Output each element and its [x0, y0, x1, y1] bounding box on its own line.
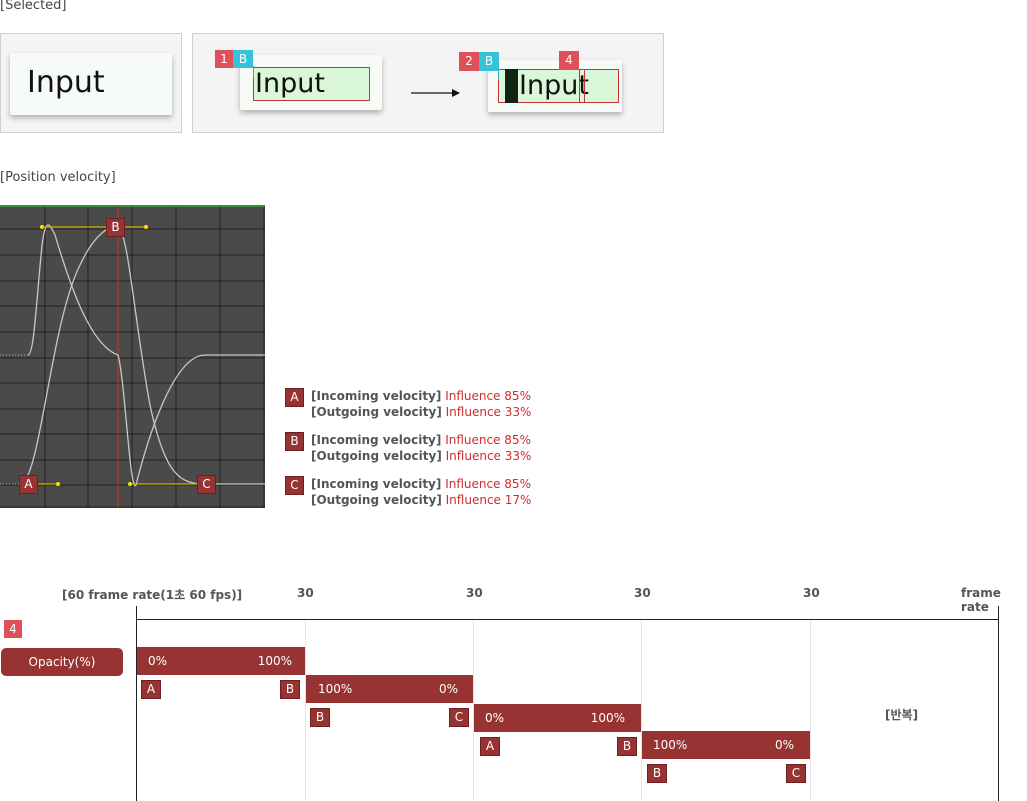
segment-to-marker: C [786, 764, 806, 783]
input-selected-label: Input [255, 68, 325, 99]
timeline-end-line [998, 606, 999, 801]
segment-end-value: 0% [438, 682, 458, 696]
position-velocity-title: [Position velocity] [0, 170, 116, 185]
legend-key: C [285, 476, 304, 495]
outgoing-label: [Outgoing velocity] [311, 493, 442, 507]
input-highlight-box: Input [253, 67, 370, 101]
segment-start-value: 0% [148, 654, 168, 668]
input-editing-label: Input [519, 70, 589, 101]
segment-start-value: 0% [485, 711, 505, 725]
input-editing-highlight [498, 69, 619, 103]
step-badge-4: 4 [559, 51, 579, 70]
selected-section-title: [Selected] [0, 0, 67, 13]
timeline-tick: 30 [297, 586, 314, 600]
input-default-card: Input [10, 53, 172, 115]
timeline-tick: 30 [634, 586, 651, 600]
repeat-label: [반복] [885, 708, 919, 722]
graph-marker-c: C [197, 475, 216, 494]
segment-to-marker: C [449, 708, 469, 727]
segment-start-value: 100% [318, 682, 353, 696]
input-default-panel: Input [0, 33, 182, 133]
opacity-segment-3[interactable]: 0% 100% [474, 704, 641, 732]
incoming-label: [Incoming velocity] [311, 477, 442, 491]
segment-to-marker: B [280, 680, 300, 699]
step-badge-2: 2 [459, 52, 479, 71]
segment-end-value: 100% [257, 654, 292, 668]
outgoing-label: [Outgoing velocity] [311, 449, 442, 463]
opacity-track-label[interactable]: Opacity(%) [1, 648, 123, 676]
graph-marker-a: A [19, 475, 38, 494]
input-default-label: Input [27, 65, 105, 100]
timeline-header-left: [60 frame rate(1초 60 fps)] [62, 588, 243, 602]
step-badge-1: 1 [215, 50, 233, 68]
timeline-tick: 30 [803, 586, 820, 600]
segment-to-marker: B [617, 737, 637, 756]
timeline-header-right: frame rate [961, 586, 1001, 614]
transition-arrow-icon [411, 89, 460, 97]
timeline-gridline [641, 620, 642, 801]
incoming-value: Influence 85% [445, 389, 531, 403]
caret-marker [253, 66, 254, 78]
segment-from-marker: A [141, 680, 161, 699]
segment-from-marker: B [647, 764, 667, 783]
opacity-segment-2[interactable]: 100% 0% [306, 675, 473, 703]
timeline-step-badge: 4 [4, 620, 22, 638]
incoming-label: [Incoming velocity] [311, 389, 442, 403]
caret-marker-2 [498, 68, 499, 80]
incoming-label: [Incoming velocity] [311, 433, 442, 447]
timeline-gridline [810, 620, 811, 801]
segment-end-value: 0% [774, 738, 794, 752]
incoming-value: Influence 85% [445, 477, 531, 491]
timeline-gridline [305, 620, 306, 801]
step-badge-b-2: B [479, 52, 499, 71]
timeline-tick: 30 [466, 586, 483, 600]
outgoing-value: Influence 33% [445, 449, 532, 463]
velocity-graph [0, 205, 265, 508]
legend-key: B [285, 432, 304, 451]
opacity-segment-1[interactable]: 0% 100% [137, 647, 305, 675]
step-badge-b: B [233, 50, 253, 68]
selection-end-marker [579, 69, 585, 103]
incoming-value: Influence 85% [445, 433, 531, 447]
segment-from-marker: B [310, 708, 330, 727]
timeline-start-line [136, 606, 137, 801]
outgoing-value: Influence 33% [445, 405, 532, 419]
timeline-gridline [473, 620, 474, 801]
legend-key: A [285, 388, 304, 407]
outgoing-label: [Outgoing velocity] [311, 405, 442, 419]
opacity-segment-4[interactable]: 100% 0% [642, 731, 810, 759]
timeline-axis [136, 619, 999, 620]
input-selected-panel: Input 1 B Input 2 B 4 [192, 33, 664, 133]
segment-end-value: 100% [590, 711, 625, 725]
text-cursor-block [505, 69, 518, 103]
segment-from-marker: A [480, 737, 500, 756]
outgoing-value: Influence 17% [445, 493, 532, 507]
segment-start-value: 100% [653, 738, 688, 752]
graph-marker-b: B [106, 218, 125, 237]
